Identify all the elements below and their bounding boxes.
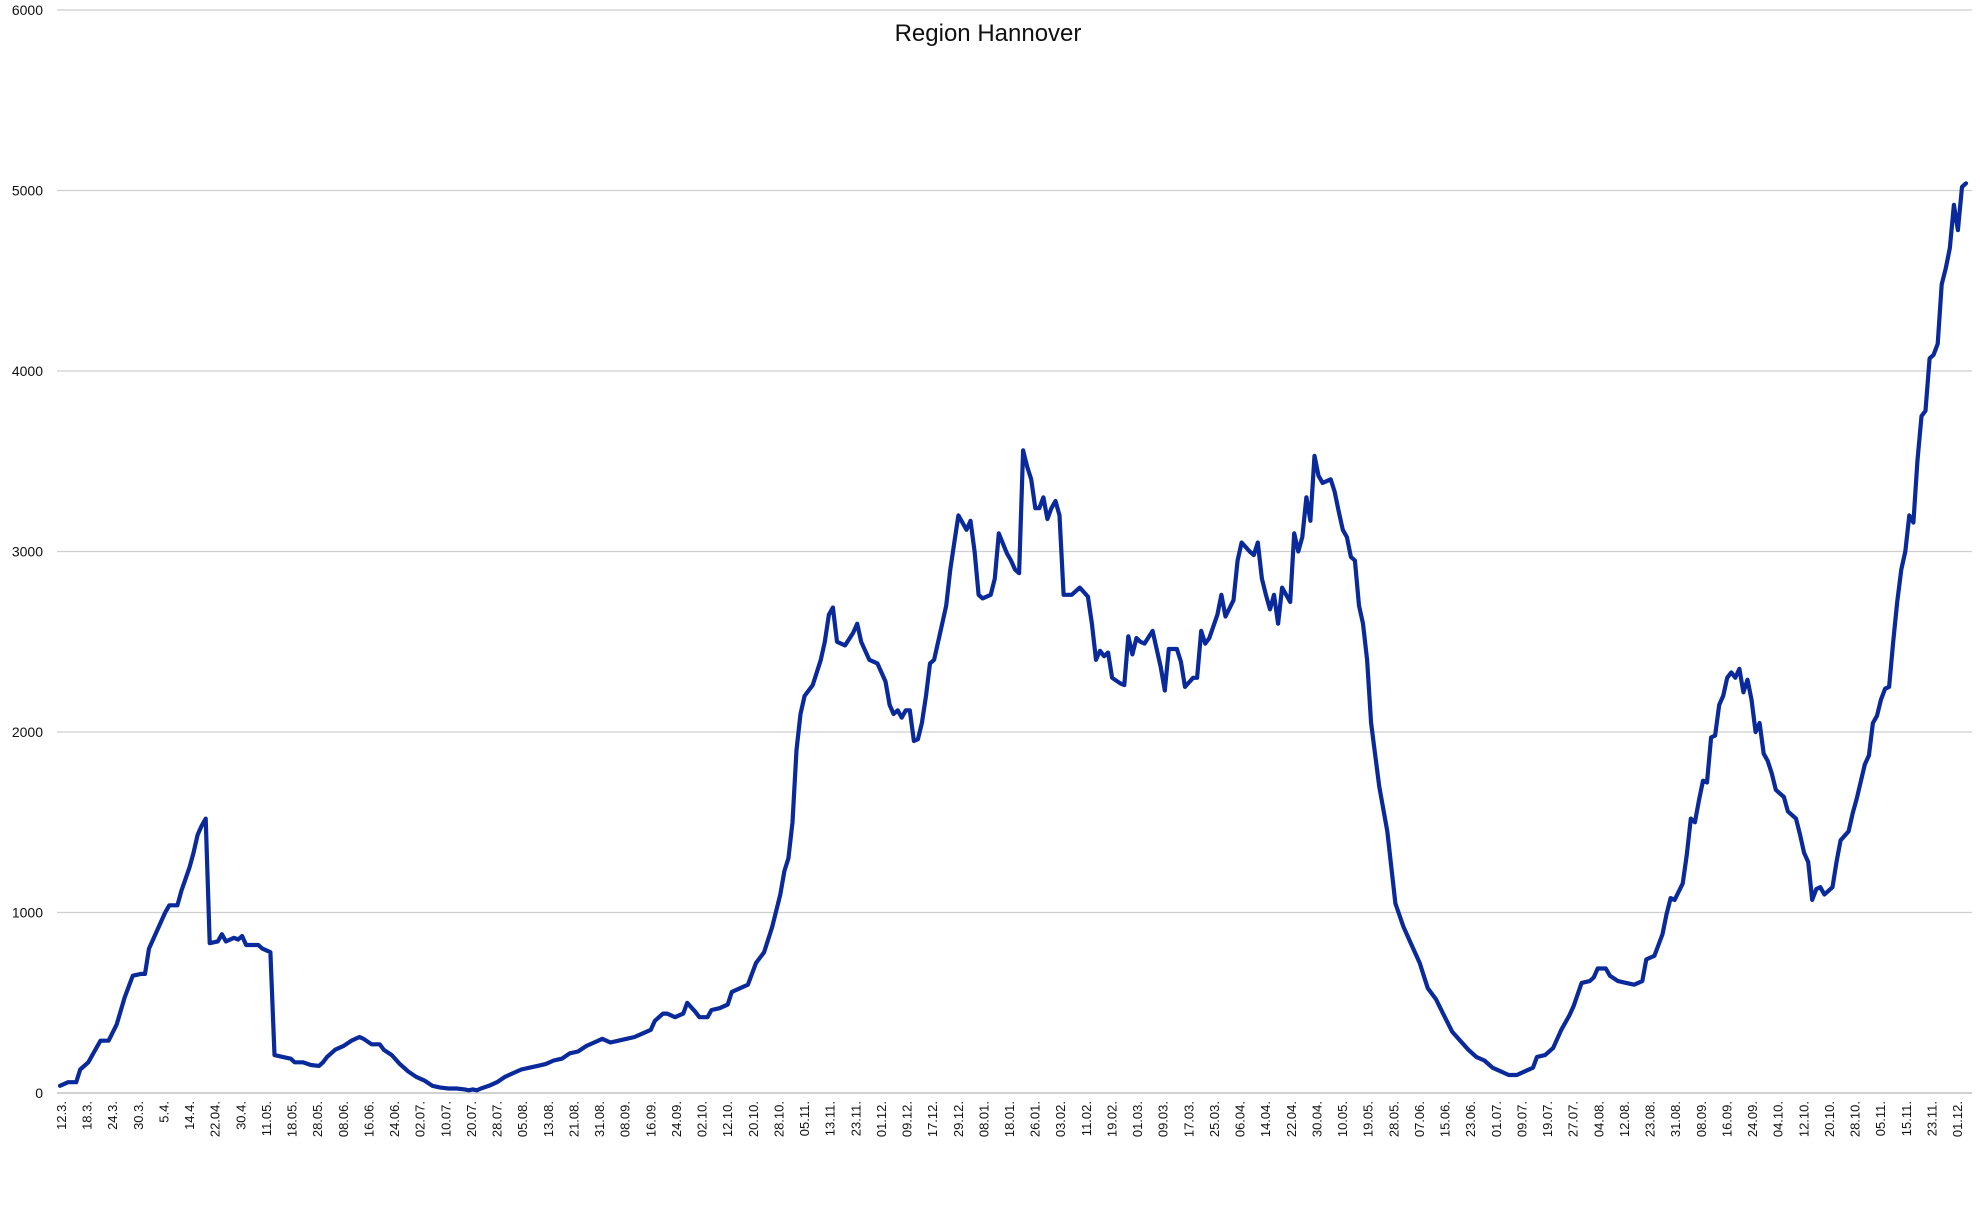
- x-tick-label: 24.3.: [105, 1101, 120, 1130]
- x-tick-label: 05.08.: [515, 1101, 530, 1137]
- x-tick-label: 12.08.: [1617, 1101, 1632, 1137]
- x-tick-label: 24.06.: [387, 1101, 402, 1137]
- gridlines: [57, 9, 1972, 1094]
- x-tick-label: 17.12.: [925, 1101, 940, 1137]
- x-tick-label: 22.04.: [208, 1101, 223, 1137]
- x-tick-label: 24.09.: [1745, 1101, 1760, 1137]
- x-tick-label: 10.05.: [1335, 1101, 1350, 1137]
- x-tick-label: 25.03.: [1207, 1101, 1222, 1137]
- x-tick-label: 26.01.: [1028, 1101, 1043, 1137]
- chart-title: Region Hannover: [895, 20, 1082, 47]
- x-tick-label: 11.05.: [259, 1101, 274, 1136]
- x-tick-label: 12.3.: [54, 1101, 69, 1130]
- x-tick-label: 02.07.: [413, 1101, 428, 1137]
- y-tick-label: 2000: [12, 724, 43, 740]
- y-tick-label: 6000: [12, 2, 43, 18]
- x-tick-label: 09.12.: [900, 1101, 915, 1137]
- x-tick-label: 18.3.: [80, 1101, 95, 1130]
- x-tick-label: 27.07.: [1566, 1101, 1581, 1137]
- y-tick-label: 1000: [12, 905, 43, 921]
- x-tick-label: 12.10.: [720, 1101, 735, 1137]
- x-tick-label: 06.04.: [1233, 1101, 1248, 1137]
- x-tick-label: 13.08.: [541, 1101, 556, 1137]
- x-tick-label: 29.12.: [951, 1101, 966, 1137]
- x-tick-label: 11.02.: [1079, 1101, 1094, 1136]
- x-tick-label: 20.10.: [746, 1101, 761, 1137]
- x-tick-label: 23.08.: [1643, 1101, 1658, 1137]
- x-tick-label: 19.05.: [1361, 1101, 1376, 1137]
- x-tick-label: 18.01.: [1002, 1101, 1017, 1137]
- x-tick-label: 15.11.: [1899, 1101, 1914, 1136]
- x-tick-label: 05.11.: [1873, 1101, 1888, 1136]
- x-tick-label: 21.08.: [566, 1101, 581, 1137]
- x-tick-label: 01.07.: [1489, 1101, 1504, 1137]
- x-tick-label: 08.06.: [336, 1101, 351, 1137]
- x-tick-label: 07.06.: [1412, 1101, 1427, 1137]
- y-tick-label: 3000: [12, 544, 43, 560]
- x-tick-label: 28.05.: [310, 1101, 325, 1137]
- x-tick-label: 24.09.: [669, 1101, 684, 1137]
- x-tick-label: 28.07.: [490, 1101, 505, 1137]
- x-tick-label: 14.04.: [1258, 1101, 1273, 1137]
- x-tick-label: 23.11.: [1924, 1101, 1939, 1136]
- x-tick-label: 28.05.: [1386, 1101, 1401, 1137]
- x-tick-label: 22.04.: [1284, 1101, 1299, 1137]
- x-tick-label: 17.03.: [1181, 1101, 1196, 1137]
- x-tick-label: 28.10.: [1848, 1101, 1863, 1137]
- x-tick-label: 30.4.: [233, 1101, 248, 1130]
- x-tick-label: 08.09.: [618, 1101, 633, 1137]
- x-tick-label: 31.08.: [592, 1101, 607, 1137]
- x-tick-label: 01.12.: [1950, 1101, 1965, 1137]
- x-tick-label: 18.05.: [285, 1101, 300, 1137]
- x-tick-label: 14.4.: [182, 1101, 197, 1130]
- x-tick-label: 08.09.: [1694, 1101, 1709, 1137]
- x-tick-label: 28.10.: [771, 1101, 786, 1137]
- x-tick-label: 12.10.: [1796, 1101, 1811, 1137]
- x-tick-label: 5.4.: [156, 1101, 171, 1123]
- x-tick-label: 08.01.: [976, 1101, 991, 1137]
- x-tick-label: 04.10.: [1771, 1101, 1786, 1137]
- y-tick-label: 0: [35, 1085, 43, 1101]
- x-tick-label: 15.06.: [1438, 1101, 1453, 1137]
- x-tick-label: 19.02.: [1104, 1101, 1119, 1137]
- x-tick-label: 13.11.: [823, 1101, 838, 1136]
- series-layer: [57, 181, 1969, 1093]
- x-tick-label: 16.09.: [1719, 1101, 1734, 1137]
- x-tick-label: 04.08.: [1591, 1101, 1606, 1137]
- x-tick-label: 23.11.: [848, 1101, 863, 1136]
- y-tick-label: 5000: [12, 183, 43, 199]
- x-tick-label: 30.3.: [131, 1101, 146, 1130]
- x-tick-label: 20.07.: [464, 1101, 479, 1137]
- x-tick-label: 30.04.: [1309, 1101, 1324, 1137]
- x-tick-label: 02.10.: [695, 1101, 710, 1137]
- x-tick-label: 19.07.: [1540, 1101, 1555, 1137]
- x-tick-label: 03.02.: [1053, 1101, 1068, 1137]
- x-tick-label: 16.09.: [643, 1101, 658, 1137]
- x-tick-label: 05.11.: [797, 1101, 812, 1136]
- y-axis-ticks: 0 1000 2000 3000 4000 5000 6000: [12, 2, 43, 1101]
- x-tick-label: 01.03.: [1130, 1101, 1145, 1137]
- x-tick-label: 01.12.: [874, 1101, 889, 1137]
- x-tick-label: 31.08.: [1668, 1101, 1683, 1137]
- x-tick-label: 10.07.: [438, 1101, 453, 1137]
- series-line: [57, 181, 1969, 1093]
- y-tick-label: 4000: [12, 363, 43, 379]
- x-tick-label: 09.07.: [1514, 1101, 1529, 1137]
- x-axis-ticks: 12.3. 18.3. 24.3. 30.3. 5.4. 14.4. 22.04. 30.4.…: [54, 1101, 1965, 1137]
- x-tick-label: 20.10.: [1822, 1101, 1837, 1137]
- x-tick-label: 09.03.: [1156, 1101, 1171, 1137]
- x-tick-label: 16.06.: [361, 1101, 376, 1137]
- x-tick-label: 23.06.: [1463, 1101, 1478, 1137]
